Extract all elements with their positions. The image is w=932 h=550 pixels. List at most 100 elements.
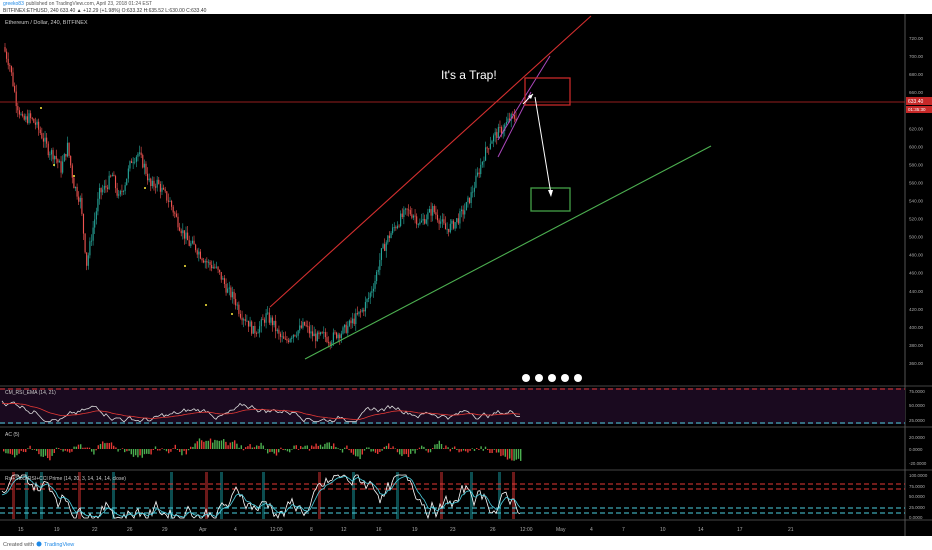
candle-body: [182, 230, 184, 234]
channel-lower-line[interactable]: [304, 145, 712, 360]
stoch-axis: 100.0000 75.0000 50.0000 25.0000 0.0000: [909, 473, 928, 520]
candle-body: [363, 309, 365, 312]
candle-body: [428, 209, 431, 213]
candle-body: [422, 218, 424, 221]
ac-bar: [390, 447, 392, 449]
candle-body: [195, 244, 197, 251]
ac-bar: [234, 440, 236, 449]
candle-body: [481, 161, 483, 165]
candle-body: [331, 342, 333, 345]
ac-bar: [75, 446, 77, 449]
ac-bar: [249, 444, 251, 449]
candle-body: [278, 329, 280, 334]
channel-upper-line[interactable]: [269, 15, 592, 308]
ac-bar: [172, 448, 174, 449]
ac-bar: [236, 443, 238, 449]
ac-bar: [482, 449, 484, 451]
candle-body: [432, 206, 434, 216]
candle-body: [328, 342, 330, 343]
candle-body: [259, 326, 261, 333]
ac-bar: [18, 449, 20, 454]
event-icon[interactable]: [522, 374, 530, 382]
candle-body: [347, 325, 349, 333]
ac-bar: [176, 449, 179, 451]
candle-body: [193, 240, 195, 245]
candle-body: [34, 122, 36, 125]
candle-body: [276, 329, 278, 332]
candle-body: [62, 161, 64, 173]
candle-body: [456, 218, 458, 223]
ac-bar: [280, 447, 282, 449]
candle-body: [483, 160, 485, 162]
rsi-tick-label: 50.0000: [909, 403, 925, 408]
candle-body: [265, 313, 267, 323]
candle-body: [183, 230, 185, 239]
ac-bar: [335, 447, 337, 449]
candle-body: [292, 334, 294, 338]
price-tick-label: 540.00: [909, 199, 923, 204]
red-target-box[interactable]: [524, 77, 571, 106]
candle-body: [385, 242, 387, 251]
candle-body: [17, 106, 19, 111]
candle-body: [235, 298, 237, 306]
candle-body: [249, 321, 251, 327]
ac-bar: [77, 444, 80, 449]
ac-bar: [124, 449, 126, 453]
candle-body: [41, 133, 43, 139]
candle-body: [198, 251, 200, 255]
candle-body: [305, 325, 307, 327]
candle-body: [295, 335, 298, 337]
event-icons[interactable]: [522, 374, 582, 382]
candle-body: [353, 318, 355, 325]
candle-body: [78, 196, 80, 202]
candle-body: [219, 269, 221, 272]
event-icon[interactable]: [561, 374, 569, 382]
candle-body: [228, 287, 230, 289]
fractal-marker: [40, 107, 42, 109]
candle-body: [90, 240, 93, 242]
ac-bar: [403, 449, 405, 455]
ac-bar: [278, 449, 280, 453]
ac-bar: [388, 443, 390, 449]
ac-bar: [62, 449, 64, 452]
ac-bar: [423, 446, 425, 449]
candle-body: [364, 302, 366, 312]
published-text: published on TradingView.com, April 23, …: [26, 1, 152, 7]
annotation-text[interactable]: It's a Trap!: [441, 68, 497, 82]
ac-bar: [315, 443, 317, 449]
candle-body: [161, 187, 163, 192]
ac-bar: [168, 449, 170, 454]
fractal-marker: [184, 265, 186, 267]
candle-body: [486, 147, 488, 149]
ac-bar: [480, 446, 482, 449]
author-link[interactable]: greeko83: [3, 1, 24, 7]
ac-bar: [154, 446, 157, 449]
ac-bar: [119, 449, 121, 450]
candle-body: [279, 333, 282, 337]
price-tick-label: 560.00: [909, 180, 923, 185]
ac-bar: [203, 441, 205, 449]
event-icon[interactable]: [535, 374, 543, 382]
candle-body: [74, 186, 77, 189]
ac-bar: [214, 439, 216, 449]
ac-bar: [313, 446, 315, 449]
ac-bar: [372, 449, 374, 452]
ac-bar: [379, 449, 381, 452]
candle-body: [103, 185, 105, 190]
ac-bar: [31, 449, 33, 450]
brand-link[interactable]: TradingView: [44, 542, 74, 548]
candle-body: [416, 216, 418, 225]
ac-bar: [337, 448, 339, 449]
wedge-upper-line[interactable]: [497, 55, 551, 141]
candle-body: [47, 143, 49, 156]
stoch-d-line: [1, 475, 521, 518]
candle-body: [425, 219, 427, 224]
price-tick-label: 680.00: [909, 72, 923, 77]
price-tick-label: 720.00: [909, 36, 923, 41]
candle-body: [358, 311, 360, 315]
candle-body: [340, 333, 342, 339]
event-icon[interactable]: [548, 374, 556, 382]
ac-bar: [3, 449, 5, 452]
price-tick-label: 660.00: [909, 90, 923, 95]
event-icon[interactable]: [574, 374, 582, 382]
